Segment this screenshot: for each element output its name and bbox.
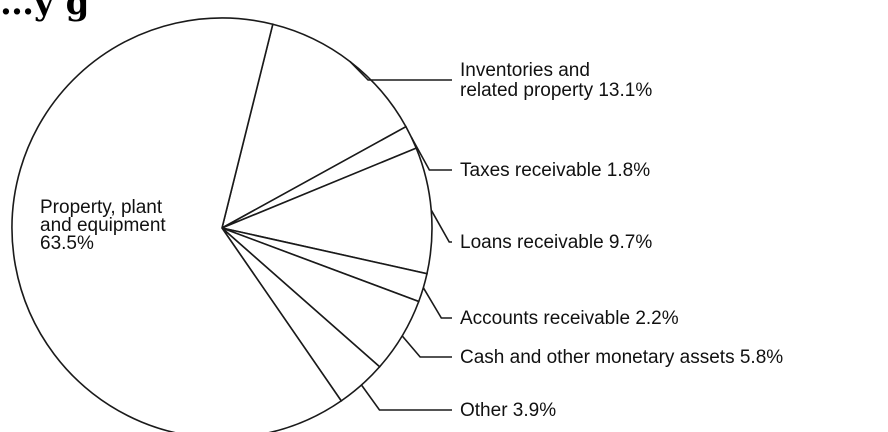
pie-slice-ppe bbox=[11, 17, 343, 432]
slice-label-inventories: Inventories and related property 13.1% bbox=[460, 60, 652, 101]
slice-label-ppe: Property, plant and equipment 63.5% bbox=[40, 197, 166, 254]
chart-title: …y g bbox=[0, 0, 89, 23]
slice-label-cash: Cash and other monetary assets 5.8% bbox=[460, 347, 783, 368]
slices-layer bbox=[11, 17, 433, 432]
slice-label-line: related property 13.1% bbox=[460, 80, 652, 101]
slice-label-other: Other 3.9% bbox=[460, 400, 556, 421]
leader-line-cash bbox=[401, 335, 452, 358]
slice-label-line: Taxes receivable 1.8% bbox=[460, 160, 650, 181]
leader-line-other bbox=[360, 384, 452, 411]
slice-label-line: Accounts receivable 2.2% bbox=[460, 308, 679, 329]
leader-line-accounts bbox=[422, 287, 452, 319]
leader-line-loans bbox=[430, 209, 452, 243]
slice-label-taxes: Taxes receivable 1.8% bbox=[460, 160, 650, 181]
slice-label-line: Other 3.9% bbox=[460, 400, 556, 421]
pie-slice-loans bbox=[219, 147, 433, 275]
slice-label-line: Property, plant bbox=[40, 197, 163, 218]
slice-label-line: Loans receivable 9.7% bbox=[460, 232, 652, 253]
leaders-layer bbox=[349, 61, 452, 411]
slice-label-line: and equipment bbox=[40, 215, 166, 236]
slice-label-line: 63.5% bbox=[40, 233, 94, 254]
labels-layer: Inventories and related property 13.1% Tax… bbox=[40, 60, 783, 421]
slice-label-line: Cash and other monetary assets 5.8% bbox=[460, 347, 783, 368]
slice-label-line: Inventories and bbox=[460, 60, 590, 81]
slice-label-accounts: Accounts receivable 2.2% bbox=[460, 308, 679, 329]
leader-line-taxes bbox=[410, 136, 452, 171]
leader-line-inventories bbox=[349, 61, 452, 81]
slice-label-loans: Loans receivable 9.7% bbox=[460, 232, 652, 253]
